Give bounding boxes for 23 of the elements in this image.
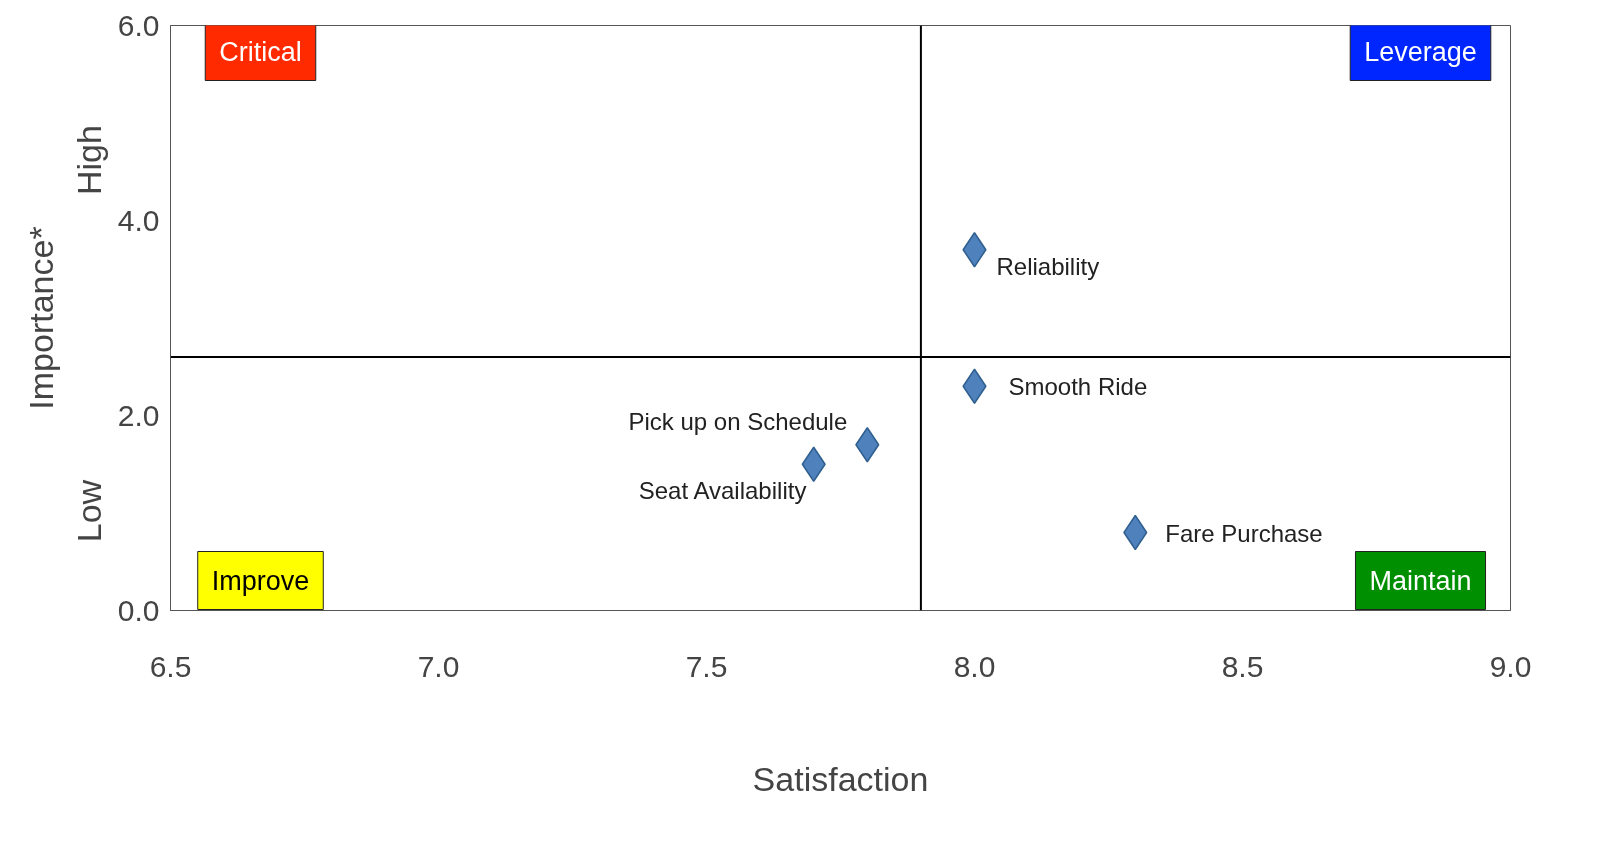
x-tick-label: 8.0: [953, 649, 996, 683]
x-tick-label: 6.5: [149, 649, 192, 683]
annotation: Maintain: [1369, 565, 1472, 596]
x-tick-label: 8.5: [1221, 649, 1264, 683]
y-axis-title: Importance*: [21, 226, 60, 410]
series-label: Smooth Ride: [1008, 373, 1148, 401]
y-tick-label: 6.0: [117, 8, 160, 42]
series-label: Fare Purchase: [1165, 519, 1323, 547]
x-tick-label: 7.0: [417, 649, 460, 683]
series-label: Seat Availability: [638, 477, 807, 505]
y-tick-label: 2.0: [117, 398, 160, 432]
annotation: Critical: [219, 36, 302, 67]
series-label: Pick up on Schedule: [628, 407, 848, 435]
y-tick-label: 4.0: [117, 203, 160, 237]
annotation: Leverage: [1364, 36, 1477, 67]
x-tick-label: 9.0: [1489, 649, 1532, 683]
series-label: Reliability: [996, 252, 1100, 280]
x-tick-label: 7.5: [685, 649, 728, 683]
text: Low: [70, 479, 109, 543]
annotation: Improve: [211, 565, 310, 596]
text: High: [70, 125, 109, 196]
x-axis-title: Satisfaction: [752, 759, 929, 798]
y-tick-label: 0.0: [117, 593, 160, 627]
